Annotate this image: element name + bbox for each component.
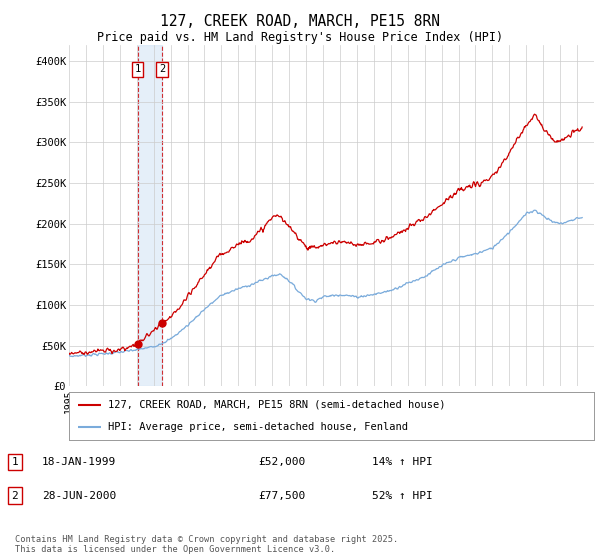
Text: 1: 1	[134, 64, 141, 74]
Text: HPI: Average price, semi-detached house, Fenland: HPI: Average price, semi-detached house,…	[109, 422, 409, 432]
Text: 2: 2	[159, 64, 165, 74]
Text: Contains HM Land Registry data © Crown copyright and database right 2025.
This d: Contains HM Land Registry data © Crown c…	[15, 535, 398, 554]
Text: 14% ↑ HPI: 14% ↑ HPI	[372, 457, 433, 467]
Text: Price paid vs. HM Land Registry's House Price Index (HPI): Price paid vs. HM Land Registry's House …	[97, 31, 503, 44]
Text: £52,000: £52,000	[258, 457, 305, 467]
Text: 2: 2	[11, 491, 19, 501]
Text: £77,500: £77,500	[258, 491, 305, 501]
Text: 52% ↑ HPI: 52% ↑ HPI	[372, 491, 433, 501]
Text: 127, CREEK ROAD, MARCH, PE15 8RN (semi-detached house): 127, CREEK ROAD, MARCH, PE15 8RN (semi-d…	[109, 400, 446, 410]
Text: 127, CREEK ROAD, MARCH, PE15 8RN: 127, CREEK ROAD, MARCH, PE15 8RN	[160, 14, 440, 29]
Text: 28-JUN-2000: 28-JUN-2000	[42, 491, 116, 501]
Bar	[137, 45, 162, 386]
Text: 18-JAN-1999: 18-JAN-1999	[42, 457, 116, 467]
Text: 1: 1	[11, 457, 19, 467]
